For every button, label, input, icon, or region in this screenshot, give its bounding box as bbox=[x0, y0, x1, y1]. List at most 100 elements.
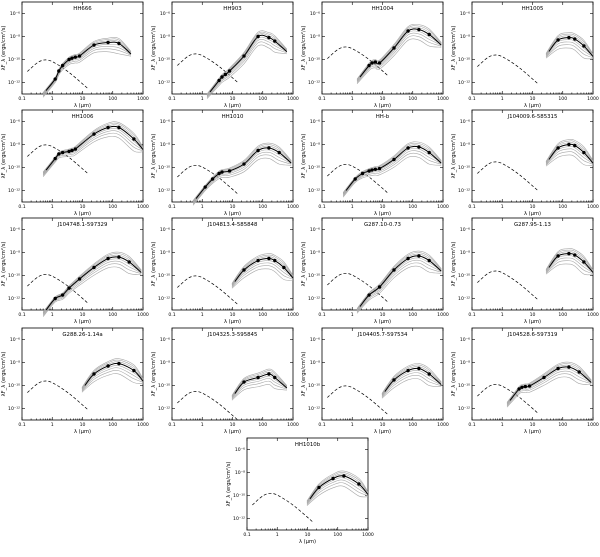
sed-plot: 0.1 1 10 100 1000 10⁻⁶ 10⁻⁸ 10⁻¹⁰ 10⁻¹² λ (μm) λF_… bbox=[151, 109, 299, 217]
data-point bbox=[210, 177, 215, 181]
data-point bbox=[377, 61, 382, 65]
data-point bbox=[267, 372, 271, 376]
data-point bbox=[106, 256, 110, 261]
y-tick-label: 10⁻⁶ bbox=[310, 227, 320, 233]
best-fit-curve bbox=[45, 256, 142, 311]
y-tick-label: 10⁻⁶ bbox=[160, 11, 170, 17]
y-tick-label: 10⁻¹⁰ bbox=[308, 273, 320, 279]
sed-panel: 0.1 1 10 100 1000 10⁻⁶ 10⁻⁸ 10⁻¹⁰ 10⁻¹² λ (μm) λF_… bbox=[450, 216, 600, 326]
sed-panel: 0.1 1 10 100 1000 10⁻⁶ 10⁻⁸ 10⁻¹⁰ 10⁻¹² λ (μm) λF_… bbox=[450, 108, 600, 218]
model-fit-curve bbox=[42, 130, 144, 176]
data-point bbox=[417, 27, 421, 32]
y-axis-label: λF_λ (ergs/cm²/s) bbox=[151, 242, 157, 287]
x-tick-label: 100 bbox=[408, 312, 417, 318]
data-point bbox=[73, 147, 78, 151]
data-point bbox=[353, 177, 357, 181]
model-fit-curve bbox=[206, 39, 287, 98]
data-point bbox=[256, 258, 260, 263]
x-axis-label: λ (μm) bbox=[374, 211, 391, 217]
y-tick-label: 10⁻¹² bbox=[308, 80, 320, 86]
model-fit-curve bbox=[306, 479, 369, 504]
model-fit-curve bbox=[545, 151, 594, 166]
data-point bbox=[567, 251, 571, 256]
model-fit-curve bbox=[81, 358, 144, 388]
stellar-photosphere-curve bbox=[327, 272, 389, 303]
stellar-photosphere-curve bbox=[177, 391, 239, 421]
x-tick-label: 1000 bbox=[287, 422, 299, 428]
x-tick-label: 1 bbox=[501, 422, 504, 428]
x-tick-label: 1000 bbox=[437, 312, 449, 318]
x-tick-label: 0.1 bbox=[168, 422, 175, 428]
data-point bbox=[53, 156, 57, 161]
y-axis-label: λF_λ (ergs/cm²/s) bbox=[451, 134, 457, 179]
data-point bbox=[67, 149, 71, 154]
data-point bbox=[267, 256, 271, 261]
data-point bbox=[567, 365, 571, 369]
x-tick-label: 1000 bbox=[137, 96, 149, 102]
y-tick-label: 10⁻⁸ bbox=[10, 34, 20, 40]
y-axis-label: λF_λ (ergs/cm²/s) bbox=[151, 134, 157, 179]
data-point bbox=[77, 277, 82, 281]
data-point bbox=[427, 32, 431, 37]
data-point bbox=[67, 286, 71, 290]
y-tick-label: 10⁻⁸ bbox=[10, 250, 20, 256]
data-point bbox=[556, 254, 560, 258]
y-tick-label: 10⁻¹⁰ bbox=[158, 165, 170, 171]
data-point bbox=[392, 268, 396, 272]
data-point bbox=[273, 258, 277, 263]
plot-frame bbox=[321, 327, 444, 421]
y-tick-label: 10⁻¹⁰ bbox=[308, 165, 320, 171]
x-axis-label: λ (μm) bbox=[524, 103, 541, 109]
model-fit-curve bbox=[545, 148, 594, 165]
y-tick-label: 10⁻⁶ bbox=[310, 337, 320, 343]
data-point bbox=[527, 384, 532, 388]
data-point bbox=[227, 169, 232, 173]
plot-frame bbox=[321, 1, 444, 95]
data-point bbox=[367, 169, 371, 173]
model-fit-curve bbox=[42, 48, 132, 97]
x-axis-label: λ (μm) bbox=[299, 539, 316, 545]
model-fit-curve bbox=[206, 36, 287, 97]
model-fit-curve bbox=[81, 373, 144, 393]
y-tick-label: 10⁻⁶ bbox=[10, 11, 20, 17]
stellar-photosphere-curve bbox=[327, 164, 389, 194]
panel-title: G287.10-0.73 bbox=[364, 222, 401, 228]
sed-plot: 0.1 1 10 100 1000 10⁻⁶ 10⁻⁸ 10⁻¹⁰ 10⁻¹² λ (μm) λF_… bbox=[451, 327, 599, 435]
y-axis-label: λF_λ (ergs/cm²/s) bbox=[301, 352, 307, 397]
x-tick-label: 1 bbox=[201, 96, 204, 102]
plot-frame bbox=[21, 327, 144, 421]
data-point bbox=[370, 168, 374, 172]
model-fit-curve bbox=[381, 370, 442, 396]
y-tick-label: 10⁻¹² bbox=[308, 296, 320, 302]
y-tick-label: 10⁻⁸ bbox=[160, 34, 170, 40]
stellar-photosphere-curve bbox=[177, 53, 239, 83]
model-fit-curve bbox=[545, 138, 594, 162]
panel-title: HH1006 bbox=[72, 114, 94, 120]
model-fit-curve bbox=[306, 482, 369, 505]
data-point bbox=[70, 148, 74, 153]
y-tick-label: 10⁻⁶ bbox=[160, 119, 170, 125]
data-point bbox=[92, 132, 96, 136]
panel-title: J104325.3-595845 bbox=[207, 332, 258, 338]
plot-frame bbox=[471, 217, 594, 311]
model-fit-curve bbox=[231, 380, 287, 400]
model-fit-curve bbox=[545, 32, 594, 55]
data-point bbox=[132, 368, 136, 373]
model-fit-curve bbox=[192, 142, 292, 201]
sed-plot: 0.1 1 10 100 1000 10⁻⁶ 10⁻⁸ 10⁻¹⁰ 10⁻¹² λ (μm) λF_… bbox=[151, 1, 299, 109]
model-fit-curve bbox=[81, 367, 144, 391]
model-fit-curve bbox=[231, 384, 287, 401]
x-tick-label: 10 bbox=[80, 422, 86, 428]
x-tick-label: 1000 bbox=[137, 422, 149, 428]
y-axis-label: λF_λ (ergs/cm²/s) bbox=[451, 352, 457, 397]
x-tick-label: 100 bbox=[258, 422, 267, 428]
data-point bbox=[360, 171, 365, 176]
x-tick-label: 100 bbox=[558, 96, 567, 102]
x-tick-label: 1 bbox=[276, 532, 279, 538]
data-point bbox=[60, 293, 65, 297]
x-tick-label: 10 bbox=[380, 96, 386, 102]
data-point bbox=[331, 476, 335, 481]
sed-plot: 0.1 1 10 100 1000 10⁻⁶ 10⁻⁸ 10⁻¹⁰ 10⁻¹² λ (μm) λF_… bbox=[151, 217, 299, 325]
y-tick-label: 10⁻⁶ bbox=[160, 337, 170, 343]
panel-title: HH1004 bbox=[372, 6, 394, 12]
